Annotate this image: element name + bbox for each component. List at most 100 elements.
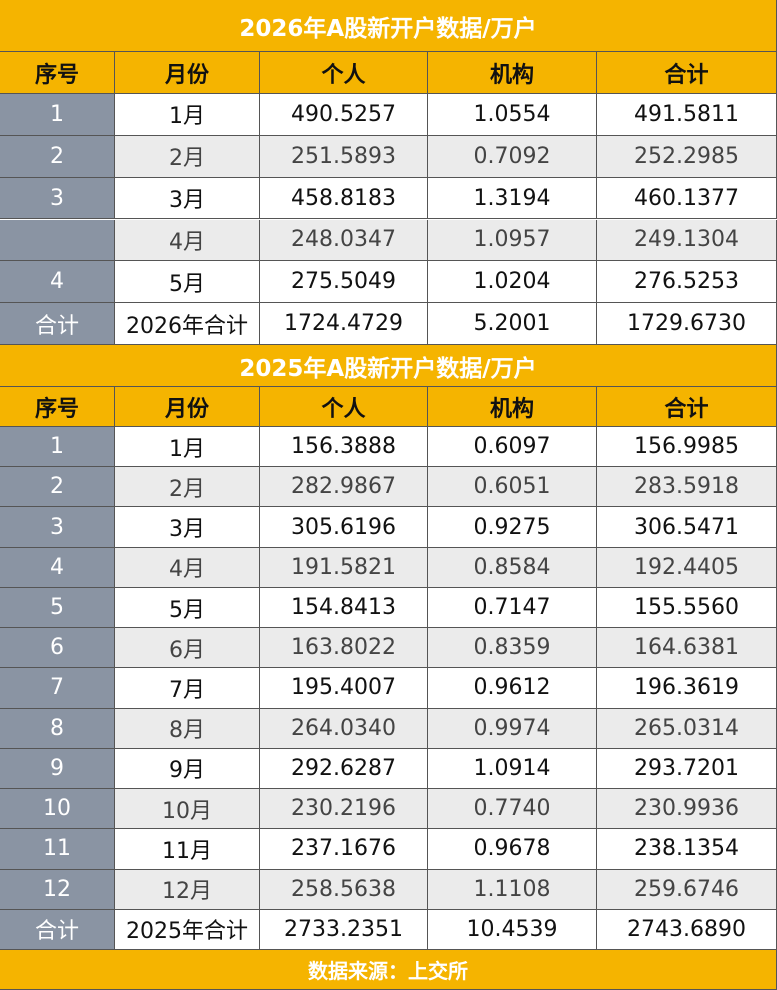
index-cell: 7	[0, 668, 115, 709]
data-cell: 0.9612	[428, 668, 597, 709]
data-cell: 155.5560	[597, 587, 777, 629]
data-cell: 237.1676	[260, 829, 428, 870]
footer: 数据来源：上交所	[0, 950, 777, 990]
data-cell: 0.9974	[428, 708, 597, 749]
data-cell: 1月	[115, 427, 260, 468]
data-cell: 11月	[115, 829, 260, 870]
data-cell: 0.7740	[428, 789, 597, 830]
data-cell: 1月	[115, 94, 260, 136]
index-cell: 2	[0, 467, 115, 508]
data-cell: 4月	[115, 547, 260, 588]
data-cell: 258.5638	[260, 869, 428, 910]
header-cell: 月份	[115, 52, 260, 94]
data-cell: 192.4405	[597, 547, 777, 588]
data-cell: 3月	[115, 507, 260, 548]
data-cell: 0.6051	[428, 467, 597, 508]
data-cell: 154.8413	[260, 587, 428, 629]
index-cell: 合计	[0, 303, 115, 345]
index-cell: 3	[0, 177, 115, 220]
data-cell: 0.9275	[428, 507, 597, 548]
header-cell: 个人	[260, 52, 428, 94]
index-cell: 11	[0, 829, 115, 870]
data-cell: 1.1108	[428, 869, 597, 910]
data-cell: 275.5049	[260, 261, 428, 304]
index-cell: 1	[0, 427, 115, 468]
data-cell: 5月	[115, 587, 260, 629]
header-cell: 月份	[115, 387, 260, 427]
index-cell: 8	[0, 708, 115, 749]
index-cell: 9	[0, 748, 115, 790]
data-cell: 163.8022	[260, 628, 428, 669]
table-title: 2026年A股新开户数据/万户	[0, 0, 777, 52]
data-cell: 230.2196	[260, 789, 428, 830]
data-cell: 249.1304	[597, 219, 777, 262]
index-cell: 10	[0, 789, 115, 830]
data-cell: 2月	[115, 467, 260, 508]
data-cell: 292.6287	[260, 748, 428, 790]
data-cell: 252.2985	[597, 135, 777, 178]
data-cell: 2025年合计	[115, 909, 260, 950]
data-cell: 156.3888	[260, 427, 428, 468]
data-cell: 460.1377	[597, 177, 777, 220]
data-cell: 251.5893	[260, 135, 428, 178]
data-cell: 1.3194	[428, 177, 597, 220]
header-cell: 机构	[428, 52, 597, 94]
header-cell: 合计	[597, 387, 777, 427]
data-cell: 0.8359	[428, 628, 597, 669]
data-cell: 1729.6730	[597, 303, 777, 345]
data-cell: 0.7092	[428, 135, 597, 178]
index-cell: 5	[0, 587, 115, 629]
data-cell: 2月	[115, 135, 260, 178]
data-cell: 238.1354	[597, 829, 777, 870]
data-cell: 4月	[115, 219, 260, 262]
data-cell: 491.5811	[597, 94, 777, 136]
data-cell: 3月	[115, 177, 260, 220]
data-cell: 283.5918	[597, 467, 777, 508]
index-cell: 2	[0, 135, 115, 178]
data-cell: 1724.4729	[260, 303, 428, 345]
header-cell: 机构	[428, 387, 597, 427]
data-cell: 5.2001	[428, 303, 597, 345]
data-cell: 5月	[115, 261, 260, 304]
data-cell: 196.3619	[597, 668, 777, 709]
header-cell: 合计	[597, 52, 777, 94]
data-cell: 265.0314	[597, 708, 777, 749]
index-cell: 12	[0, 869, 115, 910]
data-cell: 191.5821	[260, 547, 428, 588]
index-cell: 合计	[0, 909, 115, 950]
data-cell: 1.0554	[428, 94, 597, 136]
table-title: 2025年A股新开户数据/万户	[0, 345, 777, 387]
data-cell: 293.7201	[597, 748, 777, 790]
data-cell: 1.0914	[428, 748, 597, 790]
data-cell: 10.4539	[428, 909, 597, 950]
index-cell: 4	[0, 547, 115, 588]
data-cell: 12月	[115, 869, 260, 910]
data-cell: 248.0347	[260, 219, 428, 262]
data-cell: 195.4007	[260, 668, 428, 709]
data-cell: 259.6746	[597, 869, 777, 910]
index-cell: 6	[0, 628, 115, 669]
data-cell: 2733.2351	[260, 909, 428, 950]
data-cell: 0.7147	[428, 587, 597, 629]
header-cell: 序号	[0, 387, 115, 427]
data-cell: 8月	[115, 708, 260, 749]
index-cell: 3	[0, 507, 115, 548]
data-cell: 6月	[115, 628, 260, 669]
header-cell: 序号	[0, 52, 115, 94]
data-cell: 164.6381	[597, 628, 777, 669]
data-cell: 156.9985	[597, 427, 777, 468]
data-cell: 10月	[115, 789, 260, 830]
data-cell: 230.9936	[597, 789, 777, 830]
data-cell: 306.5471	[597, 507, 777, 548]
data-cell: 2026年合计	[115, 303, 260, 345]
data-cell: 1.0204	[428, 261, 597, 304]
data-cell: 7月	[115, 668, 260, 709]
index-cell: 1	[0, 94, 115, 136]
data-cell: 9月	[115, 748, 260, 790]
data-cell: 0.9678	[428, 829, 597, 870]
data-cell: 0.6097	[428, 427, 597, 468]
data-cell: 0.8584	[428, 547, 597, 588]
index-cell	[0, 219, 115, 262]
data-cell: 264.0340	[260, 708, 428, 749]
